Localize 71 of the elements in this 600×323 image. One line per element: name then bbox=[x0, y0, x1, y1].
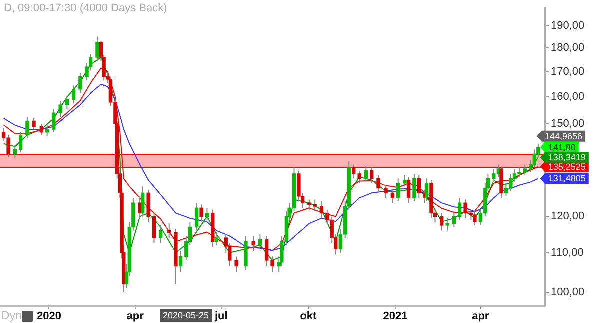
candlestick bbox=[364, 166, 368, 182]
candlestick bbox=[452, 211, 456, 228]
y-tick-label: 190,00 bbox=[551, 20, 585, 32]
x-tick-label: apr bbox=[472, 310, 490, 323]
candlestick bbox=[358, 170, 362, 184]
candlestick bbox=[370, 167, 374, 184]
candlestick bbox=[234, 256, 238, 273]
x-tick-label: okt bbox=[300, 310, 318, 323]
candlestick bbox=[376, 175, 380, 194]
candlestick bbox=[45, 124, 50, 138]
candlestick bbox=[72, 85, 76, 104]
text: Dyn bbox=[1, 308, 22, 322]
candlestick bbox=[96, 36, 100, 62]
candlestick bbox=[446, 218, 450, 232]
text: 144,9656 bbox=[545, 131, 583, 142]
candlestick bbox=[384, 184, 388, 199]
x-tick-label: 2020 bbox=[36, 310, 62, 323]
candlestick bbox=[424, 178, 429, 202]
y-tick-label: 110,00 bbox=[551, 246, 584, 259]
candlestick bbox=[270, 256, 274, 273]
text: 2020-05-25 bbox=[163, 310, 210, 320]
candlestick bbox=[168, 223, 172, 239]
candlestick bbox=[178, 250, 183, 273]
y-tick-label: 170,00 bbox=[551, 66, 585, 78]
y-tick-label: 160,00 bbox=[551, 91, 585, 104]
candlestick bbox=[412, 173, 416, 202]
x-tick-label: apr bbox=[126, 310, 145, 323]
y-tick-label: 150,00 bbox=[551, 118, 585, 130]
chart-title: D, 09:00-17:30 (4000 Days Back) bbox=[4, 2, 168, 15]
candlestick bbox=[26, 116, 30, 139]
data-label: 131,4805 bbox=[548, 174, 586, 184]
candlestick bbox=[417, 175, 421, 199]
candlestick bbox=[352, 164, 356, 180]
candlestick bbox=[403, 175, 407, 188]
candlestick bbox=[492, 168, 496, 182]
candlestick bbox=[78, 72, 82, 94]
candlestick bbox=[214, 232, 219, 246]
candlestick bbox=[18, 132, 23, 154]
data-label: 138,3419 bbox=[548, 152, 586, 163]
candlestick bbox=[40, 123, 44, 136]
candlestick bbox=[406, 176, 411, 204]
candlestick bbox=[264, 236, 269, 267]
candlestick bbox=[141, 186, 145, 218]
candlestick bbox=[458, 198, 462, 221]
candlestick bbox=[159, 224, 163, 244]
candlestick bbox=[396, 178, 400, 202]
candlestick bbox=[473, 211, 477, 226]
candlestick bbox=[440, 212, 444, 232]
candlestick bbox=[65, 95, 70, 110]
candlestick bbox=[258, 234, 262, 250]
candlestick bbox=[200, 204, 204, 222]
candlestick bbox=[32, 118, 36, 130]
annotation: 141,80 bbox=[548, 142, 576, 152]
y-tick-label: 100,00 bbox=[551, 286, 585, 299]
candlestick bbox=[523, 164, 527, 176]
candlestick bbox=[313, 199, 317, 212]
y-tick-label: 120,00 bbox=[551, 210, 585, 223]
candlestick bbox=[252, 236, 256, 252]
y-tick-label: 180,00 bbox=[551, 42, 585, 54]
candlestick bbox=[13, 144, 17, 160]
candlestick bbox=[152, 212, 156, 244]
candlestick bbox=[320, 200, 324, 219]
data-label: 135,2525 bbox=[548, 162, 586, 172]
candlestick bbox=[52, 108, 56, 133]
candlestick bbox=[58, 100, 62, 118]
candlestick bbox=[194, 202, 199, 232]
candlestick bbox=[205, 208, 210, 221]
x-tick-label: 2021 bbox=[383, 310, 408, 323]
x-tick-label: jul bbox=[214, 310, 228, 323]
candlestick bbox=[390, 189, 394, 204]
candlestick bbox=[464, 199, 468, 219]
